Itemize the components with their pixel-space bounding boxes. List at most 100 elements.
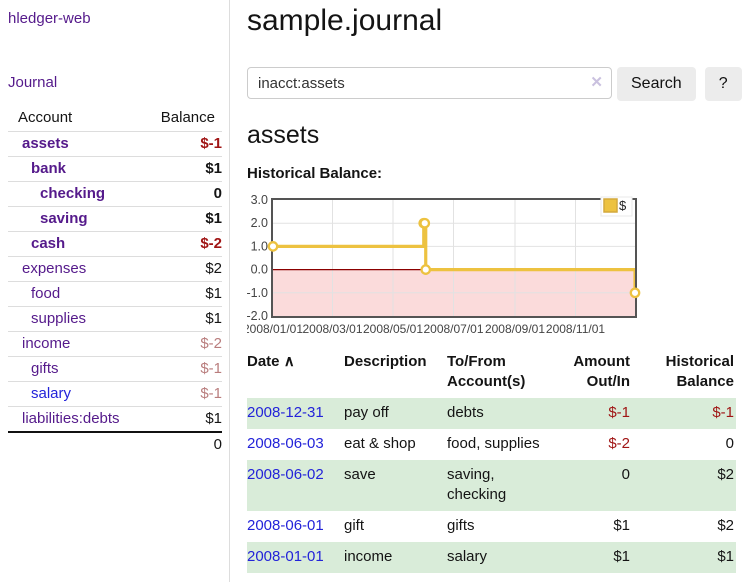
account-link-saving[interactable]: saving: [40, 210, 88, 227]
register-row: 2008-06-01 gift gifts $1 $2: [247, 511, 736, 542]
register-row: 2008-12-31 pay off debts $-1 $-1: [247, 398, 736, 429]
account-row: liabilities:debts $1: [8, 406, 222, 432]
search-button[interactable]: Search: [617, 67, 696, 101]
accounts-table-body: assets $-1 bank $1 checking 0 saving $1 cash $-2 e…: [8, 131, 222, 432]
transaction-balance: $1: [717, 548, 734, 565]
register-table-body: 2008-12-31 pay off debts $-1 $-1 2008-06-03 ea…: [247, 398, 736, 573]
sort-ascending-icon: ∧: [283, 353, 295, 370]
account-balance: $-2: [146, 331, 222, 357]
main-content: sample.journal ✕ Search ? assets Histori…: [230, 0, 742, 582]
accounts-table: Account Balance assets $-1 bank $1 checking 0…: [8, 106, 222, 457]
app-title-link[interactable]: hledger-web: [8, 10, 91, 27]
account-balance: $-1: [146, 131, 222, 157]
account-link-food[interactable]: food: [31, 285, 61, 302]
account-balance: 0: [146, 181, 222, 207]
chart-title: Historical Balance:: [247, 165, 383, 182]
account-link-salary[interactable]: salary: [31, 385, 72, 402]
account-balance: $1: [146, 406, 222, 432]
transaction-accounts: food, supplies: [447, 435, 540, 452]
transaction-accounts: saving, checking: [447, 466, 507, 503]
account-row: saving $1: [8, 206, 222, 232]
account-link-gifts[interactable]: gifts: [31, 360, 59, 377]
account-row: checking 0: [8, 181, 222, 207]
transaction-description: gift: [344, 517, 365, 534]
transaction-date-link[interactable]: 2008-06-01: [247, 517, 324, 534]
account-row: assets $-1: [8, 131, 222, 157]
transaction-date-link[interactable]: 2008-06-02: [247, 466, 324, 483]
transaction-amount: $-1: [608, 404, 630, 421]
register-row: 2008-06-03 eat & shop food, supplies $-2 0: [247, 429, 736, 460]
register-row: 2008-06-02 save saving, checking 0 $2: [247, 460, 736, 511]
search-box: ✕: [247, 67, 612, 101]
account-row: food $1: [8, 281, 222, 307]
register-table: Date ∧ Description To/From Account(s) Am…: [247, 350, 736, 573]
transaction-accounts: salary: [447, 548, 488, 565]
svg-text:2008/07/01: 2008/07/01: [423, 322, 483, 336]
svg-text:-2.0: -2.0: [247, 309, 268, 323]
account-row: cash $-2: [8, 231, 222, 257]
account-link-cash[interactable]: cash: [31, 235, 66, 252]
svg-text:0.0: 0.0: [251, 263, 268, 277]
account-heading: assets: [247, 121, 320, 149]
accounts-header-row: Account Balance: [8, 106, 222, 132]
transaction-balance: 0: [725, 435, 734, 452]
account-link-checking[interactable]: checking: [40, 185, 106, 202]
transaction-amount: $-2: [608, 435, 630, 452]
account-balance: $-1: [146, 356, 222, 382]
accounts-header-account: Account: [18, 109, 73, 126]
account-row: salary $-1: [8, 381, 222, 407]
search-form: ✕ Search ?: [247, 67, 742, 101]
account-link-assets[interactable]: assets: [22, 135, 69, 152]
register-header-date[interactable]: Date ∧: [247, 353, 295, 370]
account-row: gifts $-1: [8, 356, 222, 382]
svg-text:2008/03/01: 2008/03/01: [302, 322, 362, 336]
sidebar: hledger-web Journal Account Balance asse…: [0, 0, 230, 582]
account-link-liabilities-debts[interactable]: liabilities:debts: [22, 410, 120, 427]
transaction-accounts: debts: [447, 404, 484, 421]
account-balance: $2: [146, 256, 222, 282]
transaction-balance: $2: [717, 517, 734, 534]
register-header-balance: Historical Balance: [665, 353, 734, 390]
account-link-income[interactable]: income: [22, 335, 71, 352]
account-link-supplies[interactable]: supplies: [31, 310, 87, 327]
register-header-amount: Amount Out/In: [573, 353, 630, 390]
transaction-amount: $1: [613, 548, 630, 565]
transaction-accounts: gifts: [447, 517, 475, 534]
account-row: expenses $2: [8, 256, 222, 282]
transaction-date-link[interactable]: 2008-01-01: [247, 548, 324, 565]
account-row: income $-2: [8, 331, 222, 357]
account-balance: $1: [146, 206, 222, 232]
svg-text:2008/05/01: 2008/05/01: [363, 322, 423, 336]
transaction-amount: 0: [621, 466, 630, 483]
register-header-description: Description: [344, 353, 427, 370]
transaction-description: save: [344, 466, 376, 483]
search-input[interactable]: [247, 67, 612, 99]
svg-text:$: $: [619, 198, 627, 213]
account-row: supplies $1: [8, 306, 222, 332]
accounts-header-balance: Balance: [160, 109, 215, 126]
clear-search-icon[interactable]: ✕: [590, 74, 603, 91]
accounts-total-row: 0: [8, 431, 222, 457]
sidebar-item-journal[interactable]: Journal: [8, 74, 58, 91]
account-link-bank[interactable]: bank: [31, 160, 67, 177]
transaction-date-link[interactable]: 2008-06-03: [247, 435, 324, 452]
svg-text:2008/09/01: 2008/09/01: [485, 322, 545, 336]
register-row: 2008-01-01 income salary $1 $1: [247, 542, 736, 573]
svg-text:2.0: 2.0: [251, 216, 268, 230]
account-link-expenses[interactable]: expenses: [22, 260, 87, 277]
account-row: bank $1: [8, 156, 222, 182]
svg-text:1.0: 1.0: [251, 239, 268, 253]
register-header-row: Date ∧ Description To/From Account(s) Am…: [247, 350, 736, 398]
transaction-balance: $2: [717, 466, 734, 483]
transaction-description: pay off: [344, 404, 389, 421]
svg-text:2008/11/01: 2008/11/01: [546, 322, 605, 336]
svg-text:3.0: 3.0: [251, 193, 268, 207]
svg-text:2008/01/01: 2008/01/01: [247, 322, 303, 336]
account-balance: $1: [146, 156, 222, 182]
account-balance: $-1: [146, 381, 222, 407]
transaction-amount: $1: [613, 517, 630, 534]
transaction-date-link[interactable]: 2008-12-31: [247, 404, 324, 421]
transaction-description: eat & shop: [344, 435, 416, 452]
help-button[interactable]: ?: [704, 67, 742, 101]
